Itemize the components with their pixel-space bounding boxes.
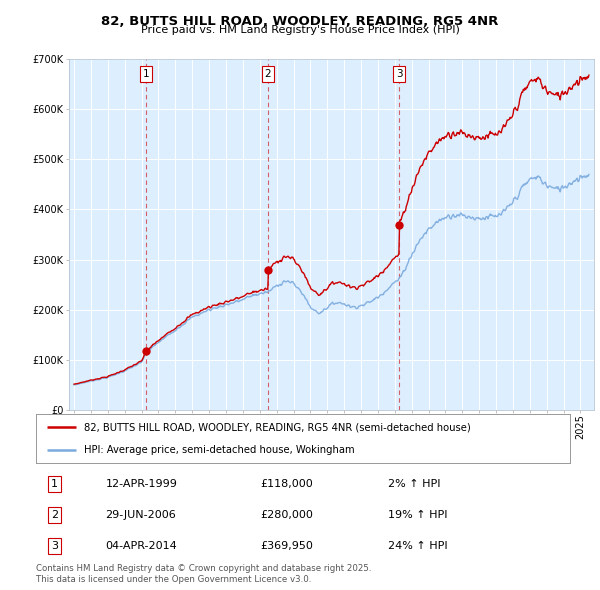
Text: 2: 2 (265, 69, 271, 79)
Text: Contains HM Land Registry data © Crown copyright and database right 2025.: Contains HM Land Registry data © Crown c… (36, 565, 371, 573)
Text: HPI: Average price, semi-detached house, Wokingham: HPI: Average price, semi-detached house,… (84, 445, 355, 455)
Text: 82, BUTTS HILL ROAD, WOODLEY, READING, RG5 4NR: 82, BUTTS HILL ROAD, WOODLEY, READING, R… (101, 15, 499, 28)
Text: 1: 1 (143, 69, 149, 79)
Text: £369,950: £369,950 (260, 541, 313, 551)
Text: 82, BUTTS HILL ROAD, WOODLEY, READING, RG5 4NR (semi-detached house): 82, BUTTS HILL ROAD, WOODLEY, READING, R… (84, 422, 471, 432)
Text: £280,000: £280,000 (260, 510, 313, 520)
Text: 2% ↑ HPI: 2% ↑ HPI (388, 478, 441, 489)
Text: 2: 2 (51, 510, 58, 520)
Text: 29-JUN-2006: 29-JUN-2006 (106, 510, 176, 520)
Text: 24% ↑ HPI: 24% ↑ HPI (388, 541, 448, 551)
Text: £118,000: £118,000 (260, 478, 313, 489)
Text: This data is licensed under the Open Government Licence v3.0.: This data is licensed under the Open Gov… (36, 575, 311, 584)
Text: 04-APR-2014: 04-APR-2014 (106, 541, 177, 551)
Text: 3: 3 (396, 69, 403, 79)
Text: Price paid vs. HM Land Registry's House Price Index (HPI): Price paid vs. HM Land Registry's House … (140, 25, 460, 35)
Text: 3: 3 (51, 541, 58, 551)
Text: 19% ↑ HPI: 19% ↑ HPI (388, 510, 448, 520)
Text: 12-APR-1999: 12-APR-1999 (106, 478, 177, 489)
Text: 1: 1 (51, 478, 58, 489)
